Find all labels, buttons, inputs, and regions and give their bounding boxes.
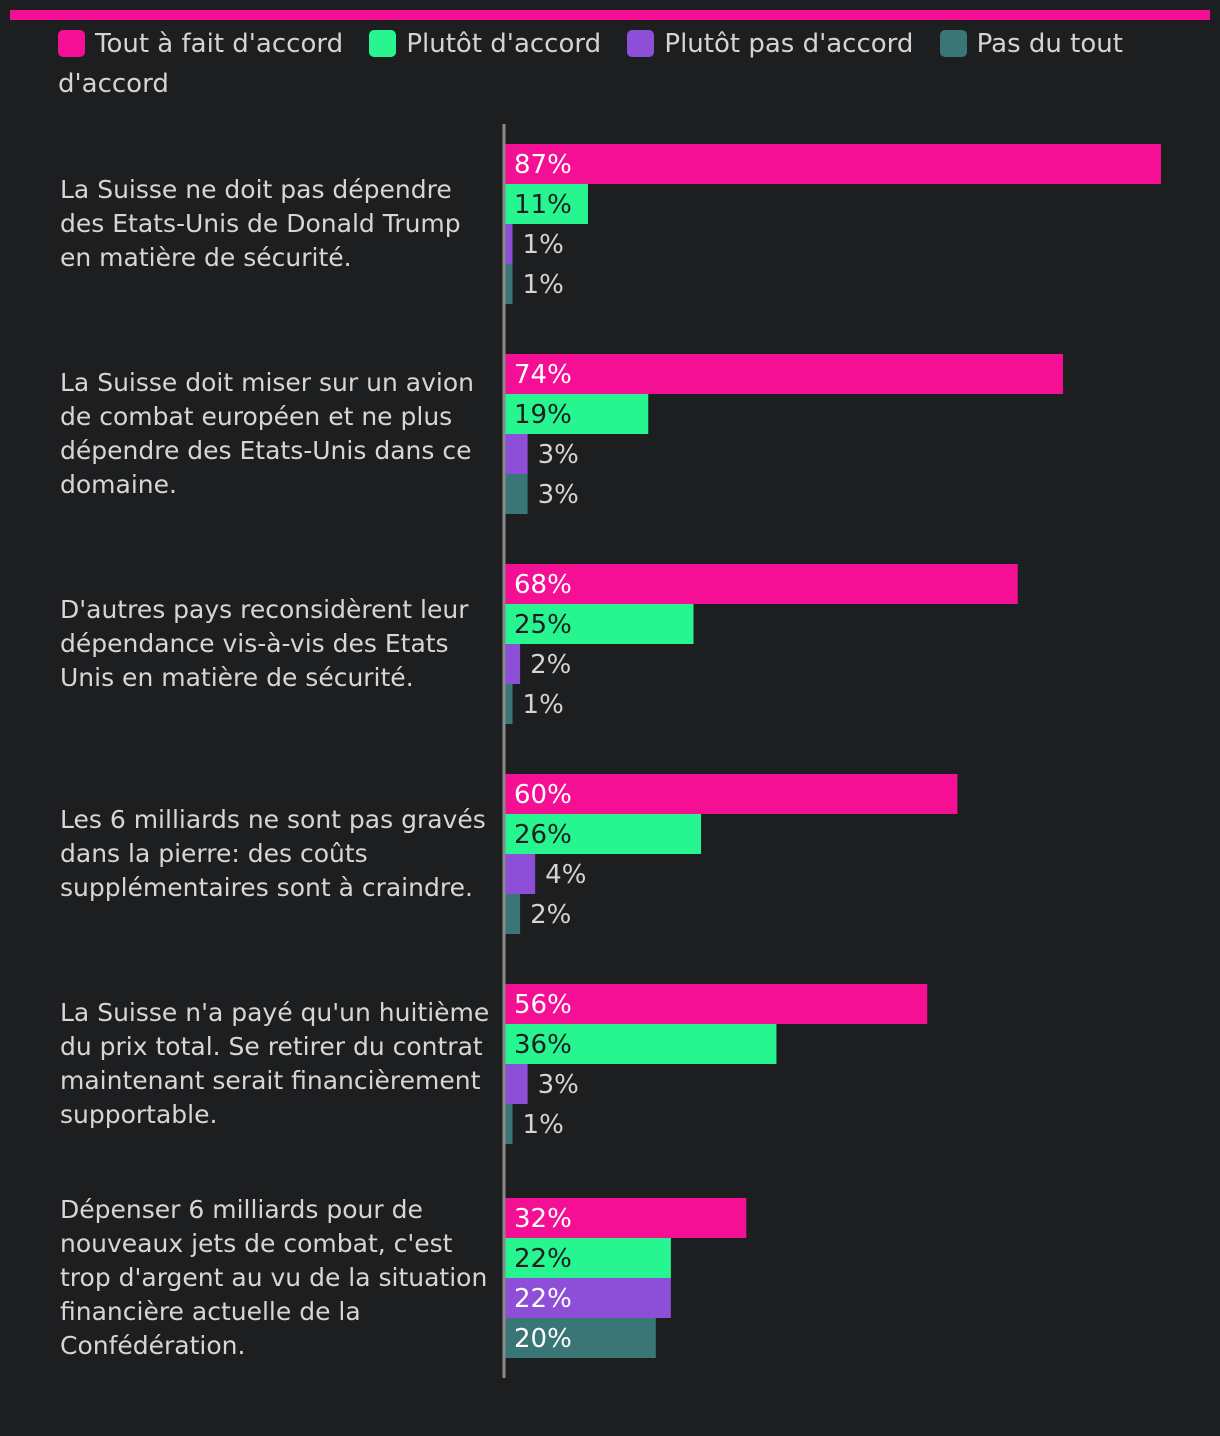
bar [505, 644, 521, 684]
bar [505, 604, 694, 644]
bar [505, 1064, 528, 1104]
data-label: 56% [514, 990, 572, 1020]
bar [505, 1238, 671, 1278]
bar [505, 434, 528, 474]
bar [505, 354, 1063, 394]
data-label: 22% [514, 1244, 572, 1274]
top-accent-rule [10, 10, 1210, 20]
data-label: 2% [530, 650, 571, 680]
legend-label-plutot-pas: Plutôt pas d'accord [664, 29, 914, 59]
bar [505, 984, 928, 1024]
legend-swatch-tout-a-fait [58, 30, 85, 57]
legend-swatch-plutot [369, 30, 397, 57]
data-label: 36% [514, 1030, 572, 1060]
data-label: 32% [514, 1204, 572, 1234]
legend-item-plutot-pas: Plutôt pas d'accord [627, 29, 913, 59]
bar [505, 894, 521, 934]
data-label: 68% [514, 570, 572, 600]
bar [505, 184, 588, 224]
data-label: 1% [523, 690, 564, 720]
data-label: 3% [538, 1070, 579, 1100]
bar [505, 1278, 671, 1318]
data-label: 3% [538, 480, 579, 510]
data-label: 26% [514, 820, 572, 850]
legend-label-plutot: Plutôt d'accord [406, 29, 602, 59]
bar [505, 224, 513, 264]
category-label: Dépenser 6 milliards pour de nouveaux je… [60, 1195, 488, 1360]
bar [505, 854, 536, 894]
data-label: 60% [514, 780, 572, 810]
data-label: 22% [514, 1284, 572, 1314]
data-label: 2% [530, 900, 571, 930]
bar [505, 394, 649, 434]
legend-swatch-plutot-pas [627, 30, 655, 57]
data-label: 19% [514, 400, 572, 430]
bar [505, 1104, 513, 1144]
data-label: 1% [523, 1110, 564, 1140]
legend-item-tout-a-fait: Tout à fait d'accord [58, 29, 343, 59]
bar [505, 264, 513, 304]
legend-label-tout-a-fait: Tout à fait d'accord [95, 29, 344, 59]
bar [505, 774, 958, 814]
legend-swatch-pas-du-tout [939, 30, 967, 57]
category-label: D'autres pays reconsidèrent leur dépenda… [60, 595, 469, 692]
bar [505, 814, 702, 854]
legend-label-pas-du-tout: Pas du tout d'accord [58, 29, 1123, 99]
category-label: La Suisse n'a payé qu'un huitième du pri… [60, 998, 490, 1129]
category-label: La Suisse ne doit pas dépendre des Etats… [60, 175, 461, 272]
bar [505, 1198, 747, 1238]
bar [505, 564, 1018, 604]
data-label: 1% [523, 270, 564, 300]
bar [505, 1318, 656, 1358]
data-label: 1% [523, 230, 564, 260]
legend-item-pas-du-tout: Pas du tout d'accord [58, 29, 1123, 99]
chart-legend: Tout à fait d'accord Plutôt d'accord Plu… [58, 24, 1168, 104]
legend-item-plutot: Plutôt d'accord [369, 29, 601, 59]
bar [505, 474, 528, 514]
category-label: La Suisse doit miser sur un avion de com… [60, 368, 474, 499]
data-label: 87% [514, 150, 572, 180]
category-label: Les 6 milliards ne sont pas gravés dans … [60, 805, 486, 902]
data-label: 25% [514, 610, 572, 640]
bar [505, 144, 1161, 184]
data-label: 4% [545, 860, 586, 890]
bar [505, 684, 513, 724]
data-label: 74% [514, 360, 572, 390]
data-label: 20% [514, 1324, 572, 1354]
data-label: 11% [514, 190, 572, 220]
bar [505, 1024, 777, 1064]
data-label: 3% [538, 440, 579, 470]
